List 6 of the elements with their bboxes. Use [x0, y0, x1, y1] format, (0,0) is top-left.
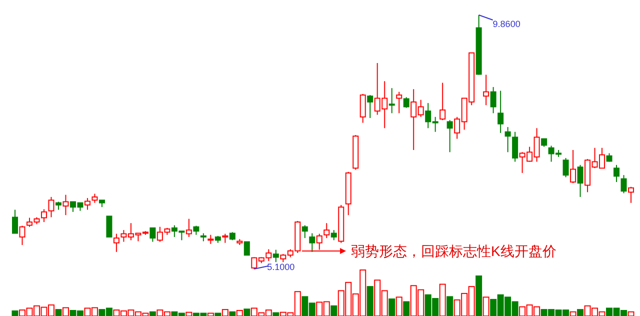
annotation: 9.8600: [478, 14, 520, 29]
annotation: 5.1000: [267, 262, 295, 272]
annotation: 弱势形态，回踩标志性K线开盘价: [302, 243, 556, 259]
annotation: 5.1000: [254, 262, 295, 272]
annotation: 弱势形态，回踩标志性K线开盘价: [351, 243, 556, 259]
annotation: 9.8600: [492, 19, 520, 29]
